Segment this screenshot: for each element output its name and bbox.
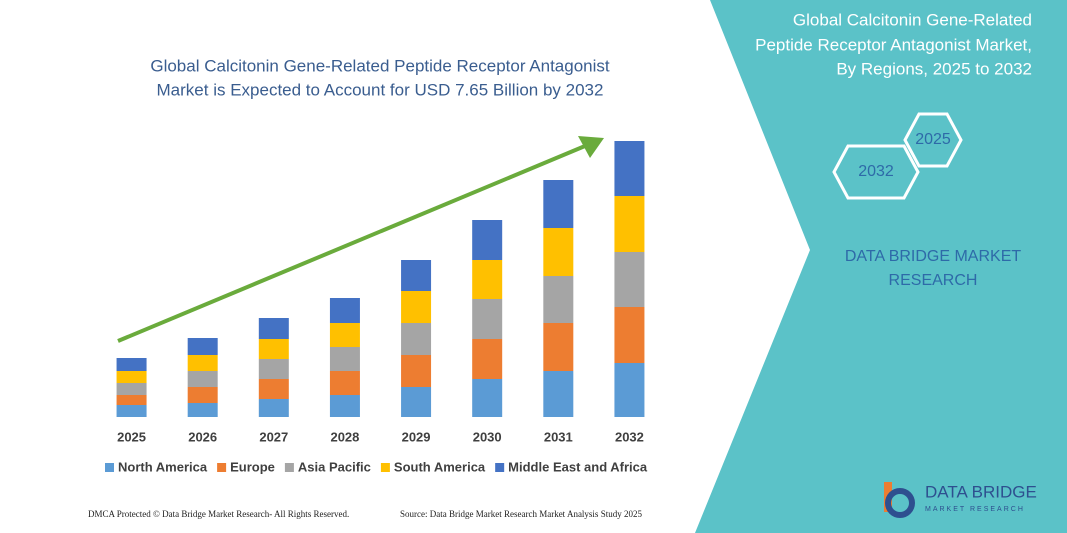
bar-segment (116, 358, 147, 371)
x-tick-label: 2029 (402, 429, 431, 444)
bar-segment (543, 371, 574, 417)
bar-segment (187, 338, 218, 355)
bar-segment (543, 180, 574, 228)
bar-segment (329, 347, 360, 371)
bar-segment (401, 387, 432, 417)
footer-right: Source: Data Bridge Market Research Mark… (400, 509, 642, 519)
legend-swatch (380, 463, 390, 472)
brand-text: RESEARCH (889, 272, 978, 289)
hex-year: 2025 (915, 131, 951, 148)
bar-segment (329, 298, 360, 323)
x-tick-label: 2025 (117, 429, 146, 444)
bar-segment (116, 371, 147, 383)
bar-segment (472, 220, 503, 260)
legend-swatch (217, 463, 227, 472)
bar-segment (472, 260, 503, 299)
hexagon (832, 144, 920, 200)
bar-segment (543, 323, 574, 371)
bar-segment (329, 371, 360, 395)
footer-left: DMCA Protected © Data Bridge Market Rese… (88, 509, 349, 519)
bar-segment (401, 323, 432, 355)
bar-segment (258, 339, 289, 359)
bar-segment (472, 379, 503, 417)
x-tick-label: 2030 (473, 429, 502, 444)
panel-title: Global Calcitonin Gene-Related (793, 10, 1032, 29)
bar-segment (116, 383, 147, 395)
x-tick-label: 2032 (615, 429, 644, 444)
bar-segment (187, 355, 218, 371)
logo-name: DATA BRIDGE (925, 482, 1037, 501)
logo-icon (884, 482, 915, 518)
x-tick-label: 2027 (259, 429, 288, 444)
bar-segment (116, 395, 147, 405)
legend-label: Europe (230, 459, 275, 474)
bar-segment (258, 318, 289, 339)
bar-segment (614, 363, 645, 417)
legend-label: Asia Pacific (298, 459, 371, 474)
chart-title: Market is Expected to Account for USD 7.… (157, 80, 604, 99)
logo-tagline: MARKET RESEARCH (925, 506, 1025, 513)
bar-segment (329, 323, 360, 347)
bar-segment (543, 276, 574, 323)
bar-segment (614, 196, 645, 252)
trend-arrowhead (578, 136, 604, 158)
bar-segment (614, 252, 645, 307)
bar-segment (472, 299, 503, 339)
panel-title: Peptide Receptor Antagonist Market, (755, 35, 1032, 54)
legend-swatch (495, 463, 505, 472)
bar-segment (543, 228, 574, 276)
legend-label: South America (394, 459, 486, 474)
trend-arrow (117, 144, 586, 343)
chart-title: Global Calcitonin Gene-Related Peptide R… (150, 56, 610, 75)
bar-segment (258, 379, 289, 399)
hex-year: 2032 (858, 163, 894, 180)
panel-title: By Regions, 2025 to 2032 (836, 59, 1032, 78)
brand-text: DATA BRIDGE MARKET (845, 248, 1022, 265)
bar-segment (401, 291, 432, 323)
bar-segment (187, 387, 218, 403)
bar-segment (614, 307, 645, 363)
side-panel (695, 0, 1067, 533)
bar-segment (472, 339, 503, 379)
bar-segment (116, 405, 147, 417)
legend-swatch (105, 463, 114, 472)
bar-segment (258, 359, 289, 379)
bar-segment (187, 403, 218, 417)
legend-swatch (284, 463, 294, 472)
legend-label: Middle East and Africa (508, 459, 648, 474)
x-tick-label: 2026 (188, 429, 217, 444)
hexagon (903, 112, 963, 168)
bar-segment (401, 355, 432, 387)
bar-segment (329, 395, 360, 417)
bar-segment (258, 399, 289, 417)
x-tick-label: 2028 (330, 429, 359, 444)
legend-label: North America (118, 459, 208, 474)
x-tick-label: 2031 (544, 429, 573, 444)
bar-segment (614, 141, 645, 196)
bar-segment (187, 371, 218, 387)
bar-segment (401, 260, 432, 291)
